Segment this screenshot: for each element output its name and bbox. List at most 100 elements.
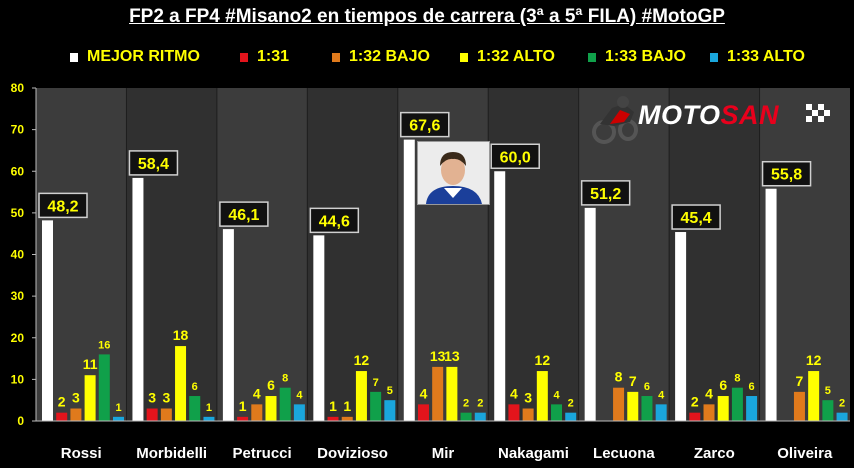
bar-value-label: 7	[373, 377, 379, 389]
bar-value-label: 6	[719, 377, 727, 393]
bar-value-label: 1	[329, 398, 337, 414]
bar	[641, 396, 653, 421]
bar-value-label: 3	[148, 390, 156, 406]
x-category-label: Zarco	[694, 445, 735, 462]
bar-value-label: 4	[253, 385, 261, 401]
bar	[355, 371, 367, 421]
bar-value-label: 16	[98, 339, 110, 351]
bar	[222, 229, 234, 421]
bar	[655, 404, 667, 421]
chart-title: FP2 a FP4 #Misano2 en tiempos de carrera…	[129, 6, 725, 27]
bar-value-label: 2	[463, 398, 469, 410]
bar-value-label: 2	[691, 394, 699, 410]
bar	[370, 391, 382, 421]
bar	[251, 404, 263, 421]
bar-value-label: 5	[825, 385, 831, 397]
bar	[203, 416, 215, 421]
bar-value-label: 12	[535, 352, 551, 368]
bar-value-label: 3	[72, 390, 80, 406]
legend-item: 1:32 ALTO	[460, 46, 555, 68]
best-pace-label-box	[400, 111, 450, 138]
legend-swatch	[460, 52, 468, 62]
best-pace-label: 45,4	[681, 210, 712, 227]
bar-value-label: 1	[206, 402, 212, 414]
bar	[494, 171, 506, 421]
bar-value-label: 13	[444, 348, 460, 364]
bar	[765, 188, 777, 421]
best-pace-label: 51,2	[590, 186, 621, 203]
bar-value-label: 2	[568, 398, 574, 410]
bar	[56, 412, 68, 421]
bar	[313, 235, 325, 421]
bar-value-label: 1	[239, 398, 247, 414]
bar	[613, 387, 625, 421]
bar	[327, 416, 339, 421]
bar-value-label: 4	[658, 389, 665, 401]
bar	[584, 207, 596, 421]
bar-value-label: 13	[430, 348, 446, 364]
legend-swatch	[70, 52, 78, 62]
bar	[432, 366, 444, 421]
bar	[689, 412, 701, 421]
bar	[508, 404, 520, 421]
bar-value-label: 5	[387, 385, 393, 397]
best-pace-label: 46,1	[228, 207, 259, 224]
bar-value-label: 7	[796, 373, 804, 389]
bar	[237, 416, 249, 421]
bar-value-label: 7	[629, 373, 637, 389]
logo-text: MOTOSAN	[638, 100, 780, 130]
x-category-label: Morbidelli	[136, 445, 207, 462]
bar-value-label: 4	[296, 389, 303, 401]
legend-label: 1:31	[257, 48, 290, 65]
best-pace-label: 55,8	[771, 167, 802, 184]
bar-value-label: 12	[354, 352, 370, 368]
bar-value-label: 12	[806, 352, 822, 368]
legend-label: MEJOR RITMO	[87, 48, 200, 65]
bar	[446, 366, 458, 421]
rider-photo	[417, 141, 490, 205]
bar-value-label: 1	[343, 398, 351, 414]
bar	[717, 396, 729, 421]
legend-swatch	[332, 52, 340, 62]
bar	[84, 375, 96, 421]
bar	[808, 371, 820, 421]
best-pace-label: 67,6	[409, 118, 440, 135]
x-category-label: Dovizioso	[317, 445, 388, 462]
x-category-label: Rossi	[61, 445, 102, 462]
bar-value-label: 18	[173, 327, 189, 343]
legend-label: 1:33 ALTO	[727, 48, 805, 65]
chart-legend: MEJOR RITMO 1:31 1:32 BAJO 1:32 ALTO 1:33 BA…	[60, 46, 840, 68]
best-pace-label-box	[219, 201, 269, 227]
best-pace-label: 58,4	[138, 156, 169, 173]
legend-label: 1:32 ALTO	[477, 48, 555, 65]
best-pace-label-box	[38, 192, 88, 219]
bar	[279, 387, 291, 421]
bar	[746, 396, 758, 421]
best-pace-label-box	[128, 150, 179, 176]
y-tick-label: 50	[11, 206, 25, 220]
legend-swatch	[588, 52, 596, 62]
bar	[293, 404, 305, 421]
x-category-label: Petrucci	[233, 445, 292, 462]
y-tick-label: 10	[11, 372, 25, 386]
bar-value-label: 6	[644, 381, 650, 393]
legend-item: 1:32 BAJO	[332, 46, 430, 68]
best-pace-label-box	[671, 204, 721, 230]
best-pace-label-box	[580, 180, 631, 206]
bar	[703, 404, 715, 421]
bar-value-label: 2	[477, 398, 483, 410]
bar-value-label: 4	[553, 389, 560, 401]
best-pace-label-box	[761, 160, 812, 187]
bar-value-label: 1	[115, 402, 121, 414]
bar	[417, 404, 429, 421]
x-category-label: Oliveira	[777, 445, 833, 462]
bar	[175, 346, 187, 421]
bar	[522, 408, 534, 421]
legend-label: 1:32 BAJO	[349, 48, 430, 65]
best-pace-label-box	[490, 143, 540, 169]
bar	[460, 412, 472, 421]
best-pace-label-box	[309, 207, 360, 234]
bar-value-label: 6	[192, 381, 198, 393]
bar	[822, 400, 834, 421]
